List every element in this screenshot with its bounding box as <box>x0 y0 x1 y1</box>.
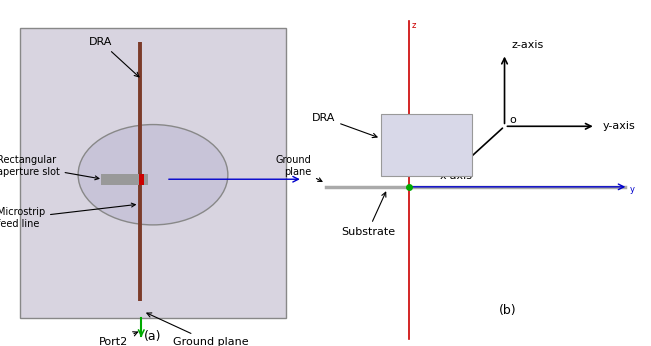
Text: Microstrip
feed line: Microstrip feed line <box>0 203 135 229</box>
Text: y: y <box>630 185 635 194</box>
Text: (a): (a) <box>145 329 161 343</box>
Bar <box>20 28 286 318</box>
Text: y-axis: y-axis <box>602 121 635 131</box>
Text: o: o <box>510 115 516 125</box>
Text: Substrate: Substrate <box>340 192 395 237</box>
Ellipse shape <box>78 125 228 225</box>
Bar <box>381 114 472 176</box>
Text: DRA: DRA <box>312 113 377 138</box>
Text: z-axis: z-axis <box>511 40 544 50</box>
Text: Ground
plane: Ground plane <box>275 155 322 181</box>
Text: (b): (b) <box>499 304 517 318</box>
Text: z: z <box>411 21 416 30</box>
Text: x-axis: x-axis <box>439 171 472 181</box>
Bar <box>139 174 144 185</box>
Text: Rectangular
aperture slot: Rectangular aperture slot <box>0 155 99 180</box>
Text: Ground plane: Ground plane <box>147 313 248 346</box>
Text: DRA: DRA <box>89 37 139 77</box>
Text: Port2: Port2 <box>100 332 137 346</box>
Bar <box>101 174 148 185</box>
